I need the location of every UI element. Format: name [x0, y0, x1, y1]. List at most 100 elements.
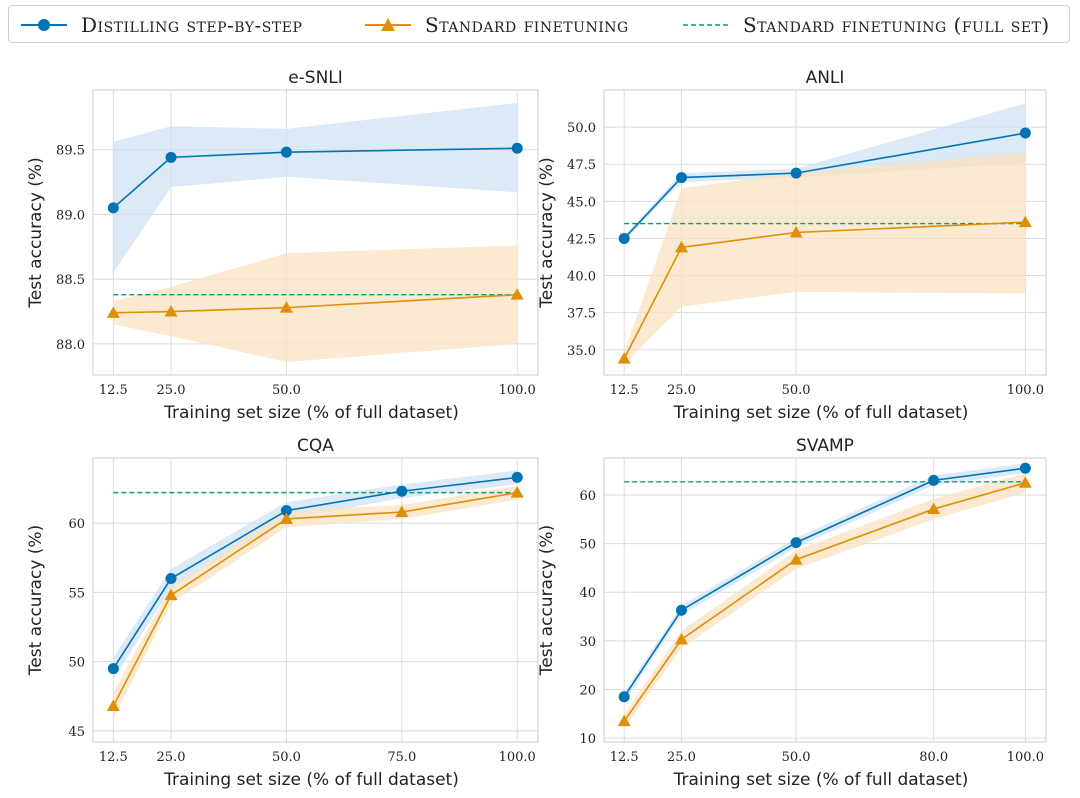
legend-item-full-set: Standard finetuning (full set) [681, 6, 1050, 44]
y-axis-label: Test accuracy (%) [537, 157, 557, 308]
x-tick-label: 50.0 [782, 750, 811, 765]
y-tick-label: 42.5 [567, 232, 596, 247]
y-tick-label: 89.5 [56, 144, 85, 159]
data-point-standard [279, 512, 293, 524]
y-tick-label: 60 [68, 517, 85, 532]
data-point-distilling [280, 146, 292, 158]
chart-title: ANLI [806, 68, 845, 88]
x-tick-label: 100.0 [499, 383, 536, 398]
x-tick-label: 12.5 [99, 383, 128, 398]
data-point-distilling [107, 202, 119, 214]
y-tick-label: 37.5 [567, 307, 596, 322]
x-axis-label: Training set size (% of full dataset) [163, 770, 459, 790]
data-point-distilling [790, 537, 802, 549]
y-tick-label: 88.0 [56, 338, 85, 353]
data-point-standard [927, 502, 941, 515]
data-point-distilling [165, 151, 177, 163]
data-point-standard [789, 226, 803, 238]
legend-label-distilling: Distilling step-by-step [81, 13, 303, 37]
plot-frame [603, 89, 1047, 376]
data-point-standard [106, 306, 120, 318]
y-axis-label: Test accuracy (%) [26, 157, 46, 308]
chart-panel-2: CQA 12.5 25.0 50.0 75.0 100.0 45 50 55 60 Training… [26, 436, 539, 790]
legend-item-standard: Standard finetuning [363, 6, 629, 44]
plot-frame [603, 457, 1047, 743]
y-tick-label: 50.0 [567, 121, 596, 136]
data-point-distilling [107, 663, 119, 675]
y-tick-label: 35.0 [567, 344, 596, 359]
data-point-distilling [280, 505, 292, 517]
x-tick-label: 25.0 [157, 383, 186, 398]
data-point-standard [279, 301, 293, 313]
data-point-standard [789, 553, 803, 565]
plot-frame [92, 457, 539, 743]
data-point-distilling [618, 691, 630, 703]
data-point-distilling [511, 142, 523, 154]
y-tick-label: 40 [579, 586, 596, 601]
chart-legend: Distilling step-by-step Standard finetun… [8, 5, 1070, 43]
series-line-0 [623, 132, 1026, 239]
data-point-standard [164, 588, 178, 601]
data-point-distilling [928, 474, 940, 486]
legend-item-distilling: Distilling step-by-step [19, 6, 302, 44]
x-tick-label: 25.0 [667, 383, 696, 398]
plot-frame [92, 89, 539, 376]
x-tick-label: 12.5 [610, 750, 639, 765]
data-point-distilling [790, 167, 802, 179]
y-tick-label: 50 [579, 538, 596, 553]
x-tick-label: 80.0 [919, 750, 948, 765]
data-point-standard [1018, 215, 1032, 228]
data-point-standard [510, 288, 524, 300]
chart-panel-0: e-SNLI 12.5 25.0 50.0 100.0 88.0 88.5 89.0 89.5 T… [26, 68, 539, 423]
data-point-distilling [1019, 462, 1031, 474]
y-tick-label: 45.0 [567, 195, 596, 210]
data-point-standard [106, 699, 120, 711]
x-tick-label: 50.0 [272, 750, 301, 765]
x-tick-label: 100.0 [499, 750, 536, 765]
chart-title: CQA [297, 436, 334, 456]
y-tick-label: 40.0 [567, 270, 596, 285]
x-tick-label: 50.0 [272, 383, 301, 398]
data-point-distilling [396, 485, 408, 497]
x-tick-label: 25.0 [157, 750, 186, 765]
series-line-1 [623, 221, 1026, 360]
confidence-band-series-1 [624, 473, 1026, 729]
legend-swatch-standard [365, 18, 411, 31]
y-axis-label: Test accuracy (%) [537, 525, 557, 676]
y-tick-label: 89.0 [56, 208, 85, 223]
y-tick-label: 10 [579, 732, 596, 747]
data-point-standard [510, 486, 524, 498]
data-point-standard [164, 305, 178, 317]
legend-label-full-set: Standard finetuning (full set) [743, 13, 1050, 37]
y-tick-label: 47.5 [567, 158, 596, 173]
data-point-distilling [1019, 127, 1031, 139]
data-point-distilling [511, 471, 523, 483]
x-tick-label: 100.0 [1007, 383, 1044, 398]
y-tick-label: 30 [579, 635, 596, 650]
y-tick-label: 60 [579, 489, 596, 504]
data-point-standard [395, 505, 409, 518]
x-tick-label: 50.0 [782, 383, 811, 398]
x-axis-label: Training set size (% of full dataset) [163, 403, 459, 423]
confidence-band-series-1 [624, 152, 1026, 365]
data-point-distilling [675, 604, 687, 616]
y-axis-label: Test accuracy (%) [26, 525, 46, 676]
x-tick-label: 25.0 [667, 750, 696, 765]
y-tick-label: 88.5 [56, 273, 85, 288]
x-tick-label: 75.0 [387, 750, 416, 765]
series-line-0 [112, 147, 518, 209]
series-line-1 [113, 293, 518, 314]
data-point-distilling [675, 172, 687, 184]
chart-title: SVAMP [796, 436, 854, 456]
y-tick-label: 55 [68, 586, 85, 601]
data-point-standard [617, 714, 631, 727]
data-point-distilling [618, 232, 630, 244]
data-point-standard [617, 352, 631, 364]
series-line-1 [623, 482, 1026, 722]
data-point-standard [674, 240, 688, 253]
x-tick-label: 12.5 [610, 383, 639, 398]
chart-panel-3: SVAMP 12.5 25.0 50.0 80.0 100.0 10 20 30 40 50 60 Tr… [537, 436, 1047, 790]
legend-swatch-distilling [21, 19, 67, 31]
chart-title: e-SNLI [288, 68, 343, 88]
